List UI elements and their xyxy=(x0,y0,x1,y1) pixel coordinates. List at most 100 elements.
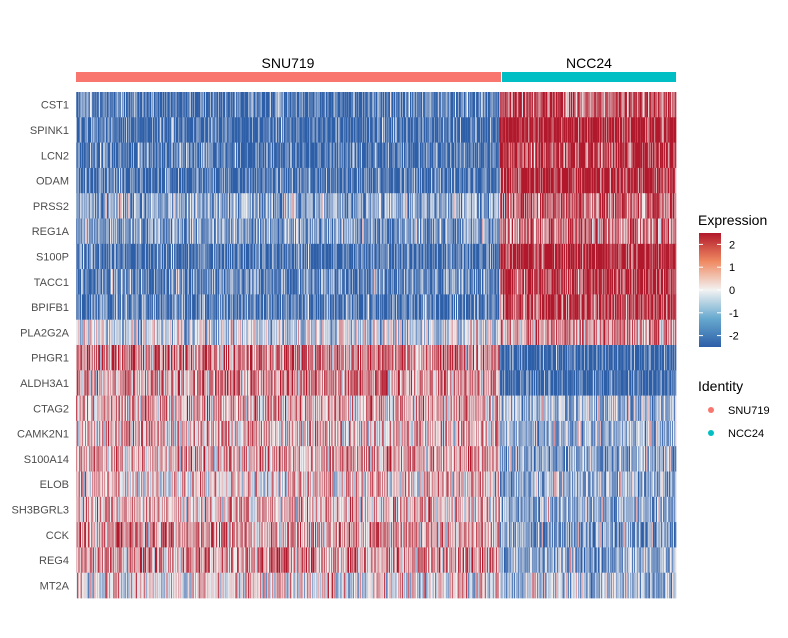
heatmap-cell xyxy=(152,446,154,472)
heatmap-cell xyxy=(84,345,86,371)
heatmap-cell xyxy=(160,294,162,321)
heatmap-cell xyxy=(198,471,200,498)
heatmap-cell xyxy=(162,142,164,169)
heatmap-cell xyxy=(214,319,216,346)
heatmap-cell xyxy=(247,142,249,169)
heatmap-cell xyxy=(164,572,166,599)
heatmap-cell xyxy=(107,395,109,422)
heatmap-cell xyxy=(187,370,189,396)
heatmap-cell xyxy=(129,345,131,371)
heatmap-cell xyxy=(177,370,179,396)
heatmap-cell xyxy=(188,370,190,396)
heatmap-cell xyxy=(102,496,104,523)
heatmap-cell xyxy=(214,269,216,295)
heatmap-cell xyxy=(210,319,212,346)
heatmap-cell xyxy=(197,345,199,371)
heatmap-cell xyxy=(236,218,238,245)
heatmap-cell xyxy=(244,193,246,219)
heatmap-cell xyxy=(186,243,188,270)
heatmap-cell xyxy=(237,92,239,118)
heatmap-cell xyxy=(221,142,223,169)
heatmap-cell xyxy=(78,496,80,523)
heatmap-cell xyxy=(150,547,152,574)
heatmap-cell xyxy=(171,142,173,169)
heatmap-cell xyxy=(234,370,236,396)
heatmap-cell xyxy=(87,92,89,118)
heatmap-cell xyxy=(153,345,155,371)
heatmap-cell xyxy=(83,319,85,346)
heatmap-cell xyxy=(239,496,241,523)
heatmap-cell xyxy=(226,167,228,194)
heatmap-cell xyxy=(100,167,102,194)
heatmap-cell xyxy=(177,345,179,371)
heatmap-cell xyxy=(183,345,185,371)
heatmap-cell xyxy=(95,193,97,219)
heatmap-cell xyxy=(155,142,157,169)
heatmap-cell xyxy=(155,193,157,219)
heatmap-cell xyxy=(148,345,150,371)
heatmap-cell xyxy=(213,269,215,295)
heatmap-cell xyxy=(245,269,247,295)
heatmap-cell xyxy=(201,294,203,321)
heatmap-cell xyxy=(201,395,203,422)
heatmap-cell xyxy=(236,243,238,270)
heatmap-cell xyxy=(84,92,86,118)
heatmap-cell xyxy=(101,294,103,321)
heatmap-cell xyxy=(195,294,197,321)
heatmap-cell xyxy=(151,218,153,245)
heatmap-cell xyxy=(186,319,188,346)
heatmap-cell xyxy=(178,547,180,574)
heatmap-cell xyxy=(109,496,111,523)
heatmap-cell xyxy=(198,446,200,472)
heatmap-cell xyxy=(132,92,134,118)
heatmap-cell xyxy=(180,572,182,599)
heatmap-cell xyxy=(214,167,216,194)
heatmap-cell xyxy=(160,522,162,548)
heatmap-cell xyxy=(190,243,192,270)
heatmap-cell xyxy=(94,319,96,346)
heatmap-cell xyxy=(155,522,157,548)
heatmap-cell xyxy=(176,345,178,371)
heatmap-cell xyxy=(219,142,221,169)
heatmap-cell xyxy=(125,345,127,371)
heatmap-cell xyxy=(212,294,214,321)
heatmap-cell xyxy=(168,319,170,346)
heatmap-cell xyxy=(112,395,114,422)
heatmap-cell xyxy=(112,218,114,245)
heatmap-cell xyxy=(118,269,120,295)
heatmap-cell xyxy=(180,446,182,472)
heatmap-cell xyxy=(109,294,111,321)
heatmap-cell xyxy=(214,243,216,270)
heatmap-cell xyxy=(122,294,124,321)
heatmap-cell xyxy=(228,243,230,270)
heatmap-cell xyxy=(161,496,163,523)
heatmap-cell xyxy=(137,142,139,169)
heatmap-cell xyxy=(93,496,95,523)
heatmap-cell xyxy=(229,117,231,143)
heatmap-cell xyxy=(193,167,195,194)
heatmap-cell xyxy=(235,319,237,346)
heatmap-cell xyxy=(95,547,97,574)
heatmap-cell xyxy=(119,319,121,346)
heatmap-body xyxy=(76,92,677,599)
heatmap-cell xyxy=(242,446,244,472)
heatmap-cell xyxy=(204,572,206,599)
heatmap-cell xyxy=(225,522,227,548)
heatmap-cell xyxy=(132,446,134,472)
heatmap-cell xyxy=(105,319,107,346)
heatmap-cell xyxy=(116,572,118,599)
heatmap-cell xyxy=(105,496,107,523)
heatmap-cell xyxy=(238,370,240,396)
heatmap-cell xyxy=(123,522,125,548)
heatmap-cell xyxy=(128,345,130,371)
heatmap-cell xyxy=(248,142,250,169)
heatmap-cell xyxy=(122,269,124,295)
heatmap-cell xyxy=(154,345,156,371)
heatmap-cell xyxy=(225,92,227,118)
heatmap-cell xyxy=(202,395,204,422)
heatmap-cell xyxy=(247,345,249,371)
heatmap-cell xyxy=(129,572,131,599)
heatmap-cell xyxy=(97,243,99,270)
heatmap-cell xyxy=(185,370,187,396)
heatmap-cell xyxy=(209,218,211,245)
